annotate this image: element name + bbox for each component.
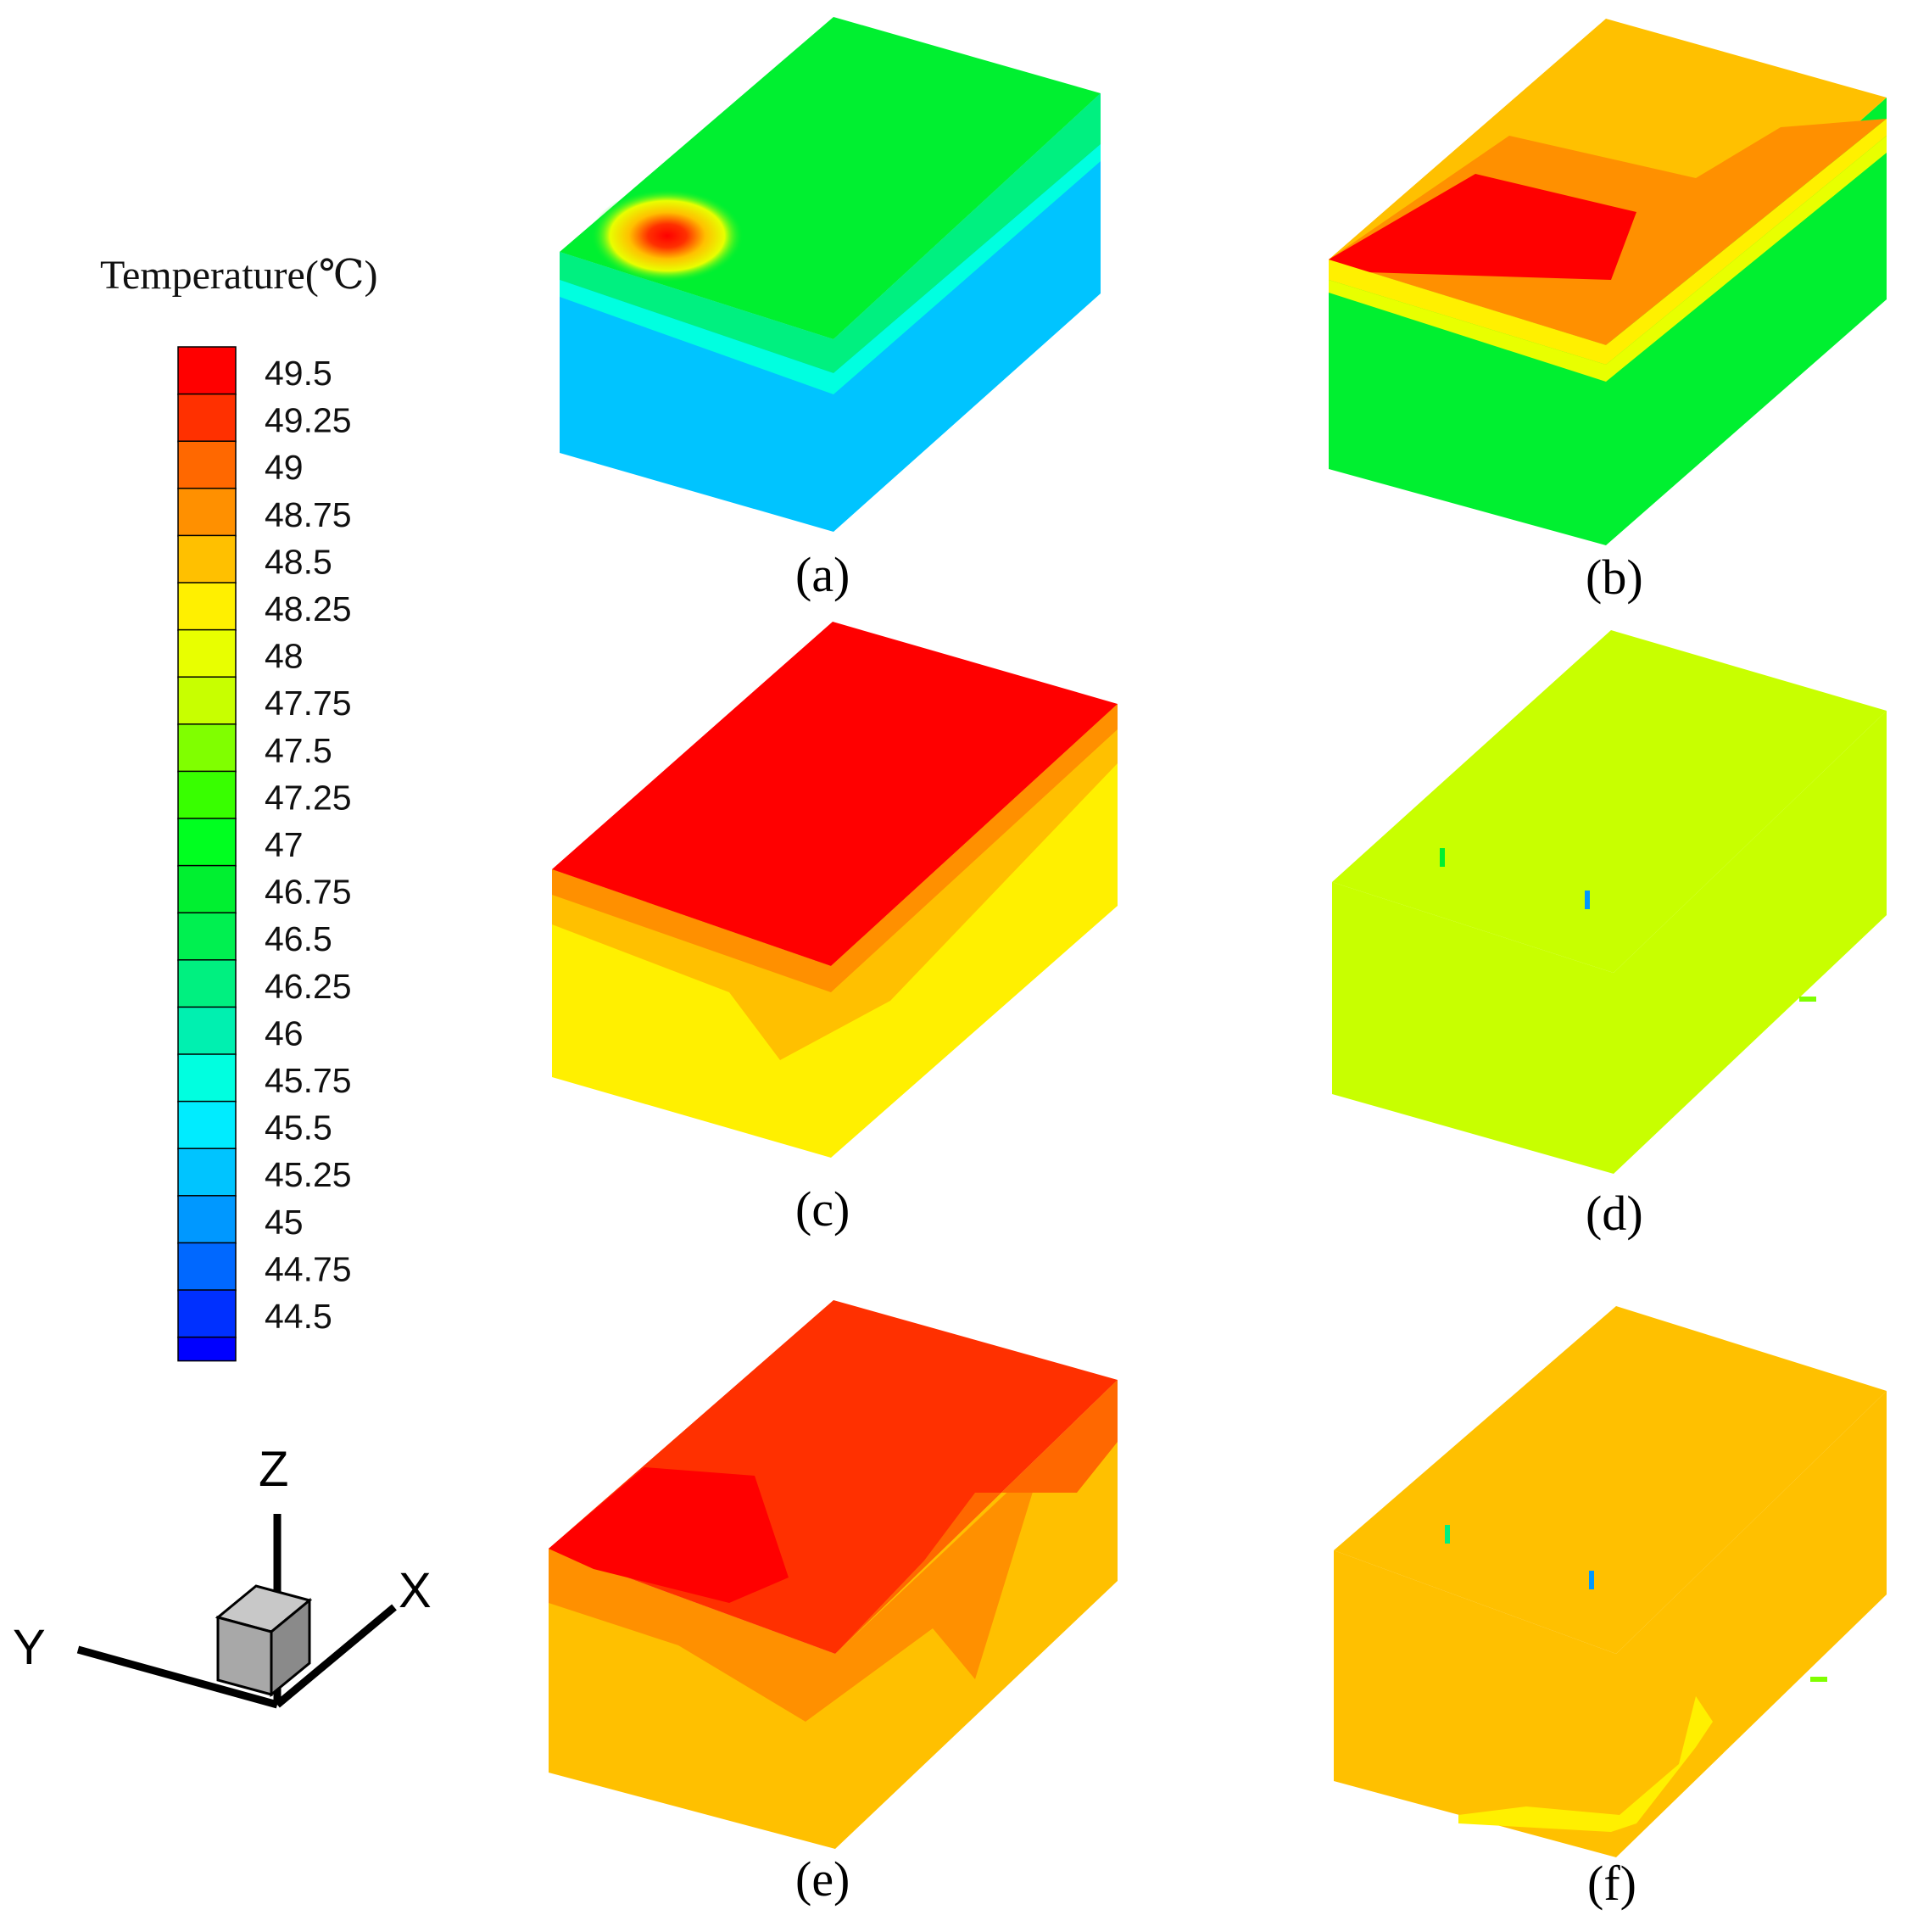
legend-swatch (177, 723, 237, 773)
panel-d-left-face (1332, 882, 1614, 1174)
legend-swatch (177, 393, 237, 443)
legend-tick-label: 48.75 (265, 495, 352, 534)
panel-d-caption: (d) (1586, 1186, 1643, 1241)
legend-tick-label: 48 (265, 637, 304, 676)
panel-f-top-face (1334, 1306, 1887, 1654)
legend-swatch (177, 1053, 237, 1103)
legend-swatch (177, 488, 237, 537)
legend-tick-label: 46.75 (265, 873, 352, 912)
legend-tick-label: 46 (265, 1013, 304, 1053)
panel-a (560, 17, 1101, 532)
panel-f-left-face (1334, 1550, 1616, 1857)
legend-tick-label: 46.25 (265, 967, 352, 1006)
legend-swatch (177, 676, 237, 726)
legend-swatch (177, 1006, 237, 1056)
panel-f-caption: (f) (1587, 1856, 1636, 1911)
legend-tick-label: 49.5 (265, 354, 332, 393)
legend-tick-label: 48.5 (265, 542, 332, 581)
color-legend: Temperature(℃) 49.5 49.25 49 48.75 48.5 48.25… (100, 253, 378, 1362)
panel-f (1334, 1306, 1887, 1857)
legend-tick-label: 49 (265, 448, 304, 487)
legend-tick-label: 47 (265, 825, 304, 864)
legend-swatch (177, 1336, 237, 1362)
legend-swatch (177, 1242, 237, 1292)
legend-labels: 49.5 49.25 49 48.75 48.5 48.25 48 47.75 47.5 47.2… (265, 354, 352, 1336)
legend-tick-label: 45.5 (265, 1108, 332, 1147)
legend-swatch (177, 1289, 237, 1338)
panel-e (549, 1300, 1118, 1849)
panel-d (1332, 630, 1887, 1174)
legend-swatch (177, 818, 237, 867)
panel-e-caption: (e) (795, 1851, 850, 1907)
legend-tick-label: 45 (265, 1203, 304, 1242)
panel-c-top-face (552, 622, 1118, 966)
legend-swatch (177, 1100, 237, 1150)
legend-tick-label: 48.25 (265, 589, 352, 628)
legend-tick-label: 45.75 (265, 1061, 352, 1100)
panel-d-right-face (1614, 711, 1887, 1174)
legend-tick-label: 44.5 (265, 1297, 332, 1336)
legend-swatch (177, 770, 237, 820)
panel-b-caption: (b) (1586, 550, 1643, 605)
panel-d-top-face (1332, 630, 1887, 973)
legend-tick-label: 46.5 (265, 919, 332, 958)
panel-c (552, 622, 1118, 1158)
legend-swatch (177, 1195, 237, 1244)
legend-swatch (177, 1147, 237, 1198)
legend-tick-label: 47.25 (265, 778, 352, 817)
axes-triad: Z X Y (13, 1442, 432, 1709)
panel-a-caption: (a) (795, 547, 850, 602)
legend-swatch (177, 440, 237, 490)
z-axis-label: Z (259, 1442, 288, 1497)
x-axis-label: X (399, 1563, 432, 1618)
legend-title: Temperature(℃) (100, 253, 378, 298)
legend-swatch (177, 628, 237, 678)
y-axis-line (76, 1645, 279, 1709)
legend-tick-label: 49.25 (265, 401, 352, 440)
x-axis-line (275, 1604, 397, 1708)
legend-swatch (177, 912, 237, 962)
panel-f-right-face (1616, 1391, 1887, 1857)
legend-swatch (177, 346, 237, 395)
legend-swatches (177, 346, 237, 1362)
legend-tick-label: 47.5 (265, 731, 332, 770)
legend-tick-label: 44.75 (265, 1249, 352, 1288)
legend-swatch (177, 959, 237, 1008)
legend-tick-label: 45.25 (265, 1155, 352, 1194)
orientation-cube (215, 1584, 313, 1698)
panel-b (1329, 19, 1887, 545)
panel-c-caption: (c) (795, 1181, 850, 1237)
y-axis-label: Y (13, 1620, 46, 1675)
legend-swatch (177, 534, 237, 584)
legend-tick-label: 47.75 (265, 684, 352, 723)
legend-swatch (177, 582, 237, 631)
panel-a-hotspot (591, 189, 744, 282)
legend-swatch (177, 864, 237, 914)
